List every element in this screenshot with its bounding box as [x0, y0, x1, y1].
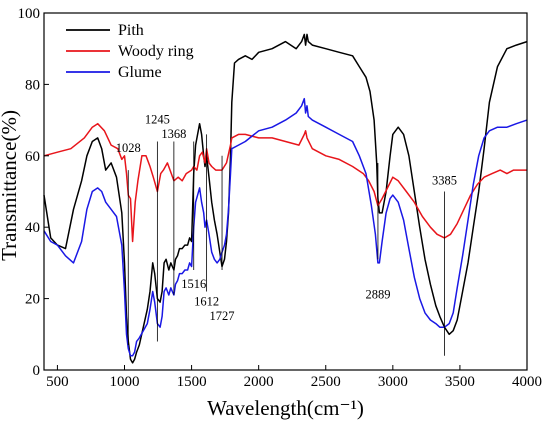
y-tick-label: 0	[33, 363, 41, 379]
x-tick-label: 500	[46, 374, 69, 390]
legend-label: Pith	[118, 22, 144, 39]
series-line-glume	[43, 97, 528, 357]
series-line-pith	[43, 33, 528, 364]
annotation-label: 1368	[161, 127, 186, 141]
annotation-label: 1612	[194, 295, 219, 309]
legend-label: Glume	[118, 64, 162, 81]
x-tick-label: 2500	[311, 374, 341, 390]
legend: Pith Woody ring Glume	[66, 22, 194, 81]
annotation-label: 1245	[145, 113, 170, 127]
x-axis-title: Wavelength(cm⁻¹)	[207, 396, 364, 420]
annotation-label: 1516	[181, 277, 206, 291]
plot-frame	[43, 12, 528, 371]
legend-label: Woody ring	[118, 43, 194, 60]
annotation-label: 1028	[116, 141, 141, 155]
y-tick-label: 40	[25, 220, 40, 236]
y-tick-label: 60	[25, 149, 40, 165]
series-line-woody-ring	[43, 122, 527, 243]
y-axis-title: Transmittance(%)	[0, 110, 21, 261]
x-tick-label: 3500	[445, 374, 475, 390]
annotation-label: 2889	[365, 288, 390, 302]
ticks-layer: 500 1000 1500 2000 2500 3000 3500 4000 0 20 40 60 80…	[18, 6, 543, 390]
x-tick-label: 3000	[378, 374, 408, 390]
y-tick-label: 80	[25, 77, 40, 93]
series-layer	[43, 33, 528, 364]
x-tick-label: 1000	[110, 374, 140, 390]
y-tick-label: 20	[25, 292, 40, 308]
x-tick-label: 2000	[244, 374, 274, 390]
x-tick-label: 4000	[512, 374, 542, 390]
y-tick-label: 100	[18, 6, 41, 22]
annotation-label: 3385	[432, 173, 457, 187]
x-tick-label: 1500	[177, 374, 207, 390]
annotation-label: 1727	[210, 309, 235, 323]
